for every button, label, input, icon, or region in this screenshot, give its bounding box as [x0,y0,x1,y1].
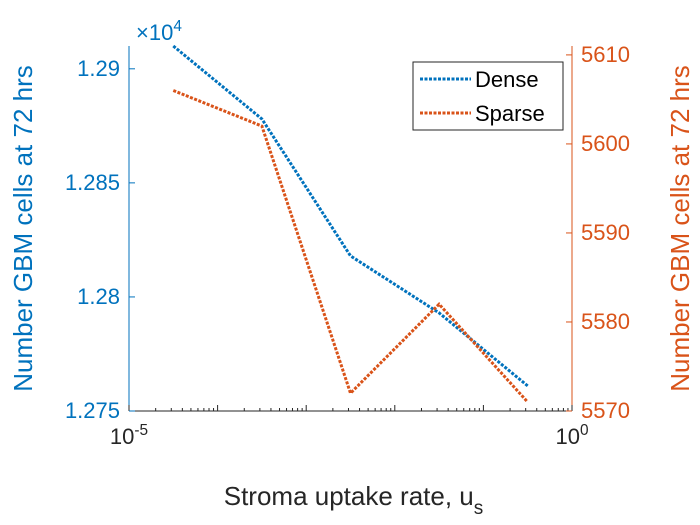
x-axis-label: Stroma uptake rate, us [224,481,484,519]
left-y-tick-label: 1.275 [65,398,120,423]
right-y-tick-label: 5610 [581,42,630,67]
right-y-tick-label: 5590 [581,220,630,245]
axes-group [128,46,573,412]
left-axis-multiplier: ×104 [136,18,182,45]
right-y-axis-label: Number GBM cells at 72 hrs [665,65,695,392]
right-y-tick-label: 5580 [581,309,630,334]
legend-label-sparse: Sparse [475,101,545,126]
left-y-tick-label: 1.29 [77,56,120,81]
x-tick-label: 10-5 [110,422,148,449]
left-y-tick-label: 1.28 [77,284,120,309]
x-tick-label: 100 [555,422,588,449]
legend-box [412,61,564,131]
right-y-tick-label: 5570 [581,398,630,423]
left-y-axis-label: Number GBM cells at 72 hrs [8,65,38,392]
right-y-tick-label: 5600 [581,131,630,156]
axis-labels-group: 10-5 100 1.275 1.28 1.285 1.29 5570 5580 5590 560… [8,18,695,519]
series-line-sparse [172,89,529,404]
series-group [172,44,529,404]
legend-label-dense: Dense [475,67,539,92]
legend: Dense Sparse [412,61,564,131]
left-y-tick-label: 1.285 [65,170,120,195]
